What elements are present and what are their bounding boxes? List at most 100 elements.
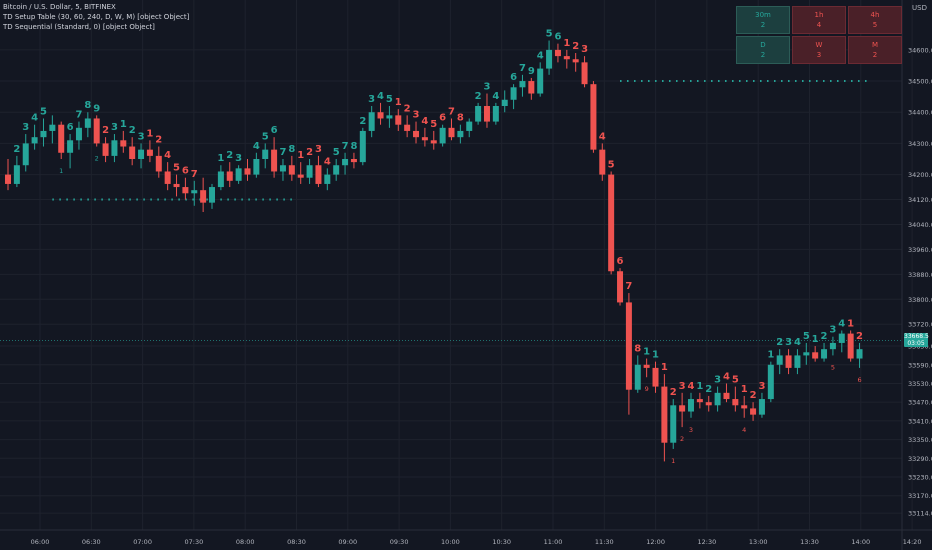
td-countdown-count: 1 <box>59 167 63 175</box>
td-countdown-count: 5 <box>831 363 835 371</box>
x-tick-label: 08:30 <box>287 538 306 546</box>
candle-body <box>466 121 473 131</box>
td-setup-count: 2 <box>750 390 757 401</box>
candle-body <box>49 124 56 131</box>
candle-body <box>84 118 91 128</box>
y-tick-label: 34120.0 <box>908 196 932 204</box>
candle-body <box>377 112 384 119</box>
candle-body <box>572 59 579 63</box>
td-setup-count: 3 <box>829 325 836 336</box>
td-setup-count: 6 <box>67 122 74 133</box>
td-setup-count: 5 <box>803 331 810 342</box>
td-setup-count: 4 <box>599 131 606 142</box>
candle-body <box>155 155 162 172</box>
y-tick-label: 33720.0 <box>908 321 932 329</box>
td-setup-count: 3 <box>368 94 375 105</box>
td-setup-count: 4 <box>537 50 544 61</box>
td-setup-count: 1 <box>741 384 748 395</box>
td-setup-count: 2 <box>404 103 411 114</box>
td-setup-count: 3 <box>111 122 118 133</box>
candle-body <box>696 399 703 403</box>
x-tick-label: 10:30 <box>492 538 511 546</box>
td-setup-count: 5 <box>608 159 615 170</box>
td-countdown-count: 9 <box>645 385 649 393</box>
td-setup-count: 9 <box>93 103 100 114</box>
candle-body <box>625 302 632 390</box>
candle-body <box>847 333 854 359</box>
candle-body <box>812 352 819 359</box>
candle-body <box>679 405 686 412</box>
td-setup-count: 7 <box>625 281 632 292</box>
candle-body <box>413 130 420 138</box>
td-setup-count: 1 <box>847 318 854 329</box>
table-cell: 30m 2 <box>736 6 790 34</box>
indicator-td-setup[interactable]: TD Setup Table (30, 60, 240, D, W, M) [o… <box>3 13 190 21</box>
candle-body <box>350 159 357 163</box>
y-tick-label: 33350.0 <box>908 436 932 444</box>
candle-body <box>856 349 863 359</box>
td-setup-count: 4 <box>723 371 730 382</box>
td-setup-count: 8 <box>634 343 641 354</box>
td-countdown-count: 3 <box>689 426 693 434</box>
current-price-tag: 33668.5 03:05 <box>904 333 929 348</box>
candle-body <box>652 367 659 387</box>
td-setup-count: 4 <box>377 91 384 102</box>
currency-label: USD <box>912 4 927 12</box>
candle-body <box>368 112 375 131</box>
td-setup-count: 4 <box>688 381 695 392</box>
candle-body <box>279 165 286 172</box>
candle-body <box>723 392 730 400</box>
td-setup-count: 8 <box>84 100 91 111</box>
x-tick-label: 14:00 <box>851 538 870 546</box>
td-setup-count: 3 <box>758 381 765 392</box>
td-setup-count: 2 <box>155 135 162 146</box>
x-tick-label: 09:00 <box>338 538 357 546</box>
td-setup-count: 4 <box>31 113 38 124</box>
td-setup-count: 2 <box>776 337 783 348</box>
td-setup-count: 2 <box>572 41 579 52</box>
candle-body <box>705 402 712 406</box>
candle-body <box>519 81 526 88</box>
td-setup-count: 1 <box>661 362 668 373</box>
candle-body <box>758 399 765 415</box>
td-setup-count: 4 <box>253 141 260 152</box>
candle-body <box>262 149 269 159</box>
candle-body <box>563 56 570 60</box>
td-setup-count: 1 <box>563 38 570 49</box>
candle-body <box>22 143 29 166</box>
td-setup-count: 5 <box>333 147 340 158</box>
candle-body <box>395 115 402 125</box>
td-setup-count: 2 <box>475 91 482 102</box>
candle-body <box>475 106 482 122</box>
candle-body <box>75 127 82 141</box>
indicator-td-sequential[interactable]: TD Sequential (Standard, 0) [object Obje… <box>3 23 155 31</box>
x-tick-label: 11:00 <box>544 538 563 546</box>
td-setup-count: 4 <box>164 150 171 161</box>
td-setup-count: 2 <box>705 384 712 395</box>
candle-body <box>732 399 739 406</box>
candle-body <box>829 342 836 350</box>
td-setup-count: 4 <box>421 116 428 127</box>
td-setup-count: 3 <box>483 82 490 93</box>
y-tick-label: 34500.0 <box>908 78 932 86</box>
table-cell: 4h 5 <box>848 6 902 34</box>
td-setup-count: 7 <box>191 169 198 180</box>
candle-body <box>93 118 100 144</box>
td-setup-count: 4 <box>794 337 801 348</box>
x-tick-label: 14:20 <box>903 538 922 546</box>
td-setup-count: 1 <box>146 128 153 139</box>
td-countdown-count: 2 <box>680 435 684 443</box>
x-tick-label: 07:30 <box>185 538 204 546</box>
td-setup-count: 3 <box>714 375 721 386</box>
candle-body <box>643 364 650 368</box>
candle-body <box>590 84 597 150</box>
x-tick-label: 06:00 <box>31 538 50 546</box>
td-setup-count: 1 <box>767 350 774 361</box>
td-countdown-count: 1 <box>671 457 675 465</box>
td-setup-count: 2 <box>306 147 313 158</box>
